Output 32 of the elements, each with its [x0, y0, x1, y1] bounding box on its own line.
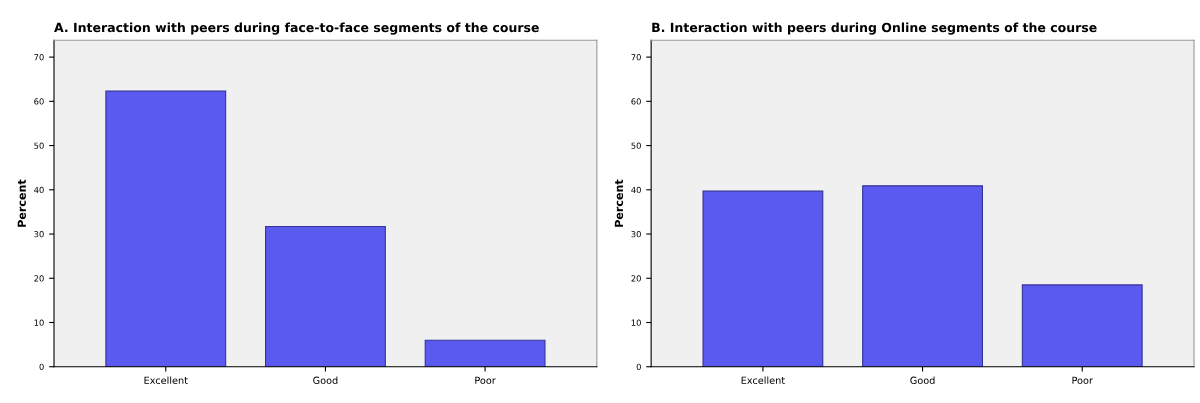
x-tick-label: Poor	[1072, 376, 1093, 384]
y-tick-label: 40	[34, 186, 44, 194]
x-tick-label: Good	[910, 376, 935, 384]
y-tick-label: 10	[34, 319, 44, 326]
bar	[424, 339, 546, 367]
y-tick-label: 50	[34, 142, 44, 149]
y-axis-title: Percent	[614, 179, 624, 227]
chart-title: B. Interaction with peers during Online segments of the course	[652, 22, 1097, 35]
y-tick-label: 40	[631, 186, 641, 194]
y-tick-label: 30	[631, 231, 641, 238]
x-tick-label: Excellent	[144, 376, 188, 384]
y-tick-label: 50	[631, 142, 641, 149]
bar	[702, 190, 824, 367]
x-tick-label: Good	[313, 376, 338, 384]
chart-title: A. Interaction with peers during face-to-face segments of the course	[54, 22, 539, 35]
x-tick-label: Poor	[475, 376, 496, 384]
y-tick-label: 10	[631, 319, 641, 326]
y-tick-label: 70	[34, 54, 44, 61]
y-tick-label: 30	[34, 231, 44, 238]
x-tick-label: Excellent	[741, 376, 785, 384]
y-tick-label: 60	[34, 98, 44, 105]
bar	[1021, 284, 1143, 367]
y-tick-label: 20	[34, 275, 44, 282]
y-tick-label: 70	[631, 54, 641, 61]
y-tick-label: 60	[631, 98, 641, 105]
y-tick-label: 20	[631, 275, 641, 282]
y-tick-label: 0	[636, 363, 641, 371]
y-tick-label: 0	[39, 363, 44, 371]
bar	[105, 90, 227, 367]
bar	[264, 225, 386, 367]
bar	[862, 185, 984, 367]
y-axis-title: Percent	[17, 179, 26, 227]
